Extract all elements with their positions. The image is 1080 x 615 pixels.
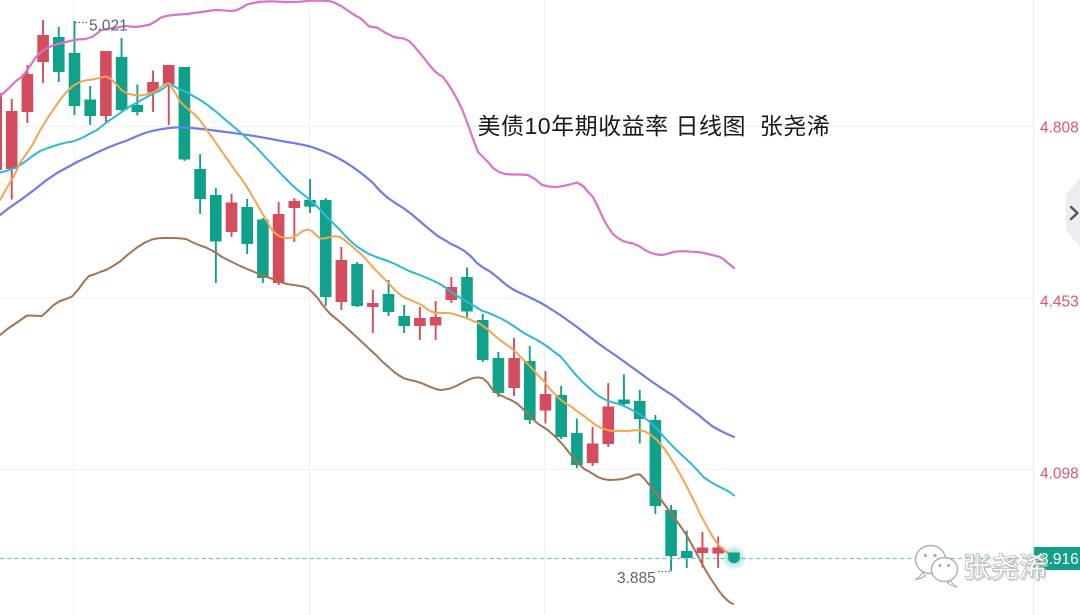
svg-text:张尧浠: 张尧浠	[965, 553, 1049, 584]
svg-text:张尧浠: 张尧浠	[963, 552, 1047, 583]
svg-text:5.021: 5.021	[89, 18, 128, 35]
svg-text:3.885: 3.885	[617, 570, 656, 587]
svg-text:4.453: 4.453	[1040, 294, 1079, 311]
svg-text:3.916: 3.916	[1040, 551, 1079, 568]
svg-text:4.098: 4.098	[1040, 466, 1079, 483]
svg-text:美债10年期收益率 日线图 张尧浠: 美债10年期收益率 日线图 张尧浠	[478, 113, 831, 139]
svg-text:4.808: 4.808	[1040, 120, 1079, 137]
